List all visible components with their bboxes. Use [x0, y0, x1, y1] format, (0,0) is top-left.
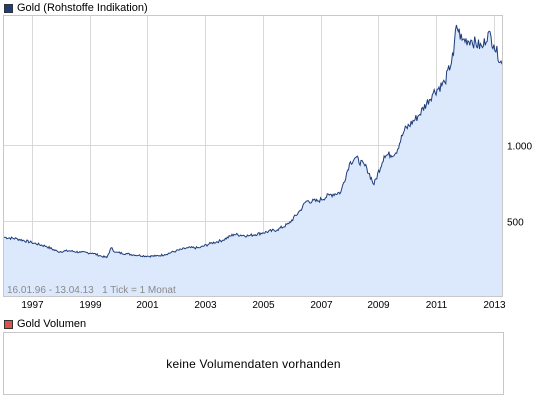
x-tick-label: 2007 — [310, 300, 333, 311]
price-chart: 500 1.000 1997 1999 2001 2003 2005 2007 2009 201… — [3, 15, 532, 311]
x-tick-label: 2005 — [252, 300, 275, 311]
volume-panel: keine Volumendaten vorhanden — [3, 332, 504, 395]
x-tick-label: 2009 — [367, 300, 390, 311]
x-tick-label: 1997 — [21, 300, 44, 311]
x-tick-label: 2011 — [426, 300, 448, 311]
date-range-note: 16.01.96 - 13.04.13 1 Tick = 1 Monat — [7, 285, 176, 296]
x-tick-label: 2001 — [136, 300, 159, 311]
x-tick-label: 2003 — [194, 300, 217, 311]
legend-gold-volume: Gold Volumen — [4, 318, 86, 330]
legend-swatch-volume — [4, 319, 13, 329]
y-axis: 500 1.000 — [507, 142, 532, 229]
legend-swatch-price — [4, 3, 13, 13]
y-tick-label: 1.000 — [507, 142, 532, 153]
x-tick-label: 2013 — [483, 300, 506, 311]
legend-gold-price: Gold (Rohstoffe Indikation) — [4, 2, 148, 14]
y-tick-label: 500 — [507, 218, 524, 229]
volume-empty-message: keine Volumendaten vorhanden — [166, 356, 341, 371]
x-axis: 1997 1999 2001 2003 2005 2007 2009 2011 2013 — [21, 300, 506, 311]
x-tick-label: 1999 — [79, 300, 102, 311]
price-line — [3, 24, 503, 259]
legend-label-price: Gold (Rohstoffe Indikation) — [17, 2, 148, 14]
legend-label-volume: Gold Volumen — [17, 318, 87, 330]
price-area — [4, 25, 502, 296]
plot-frame — [3, 15, 503, 297]
